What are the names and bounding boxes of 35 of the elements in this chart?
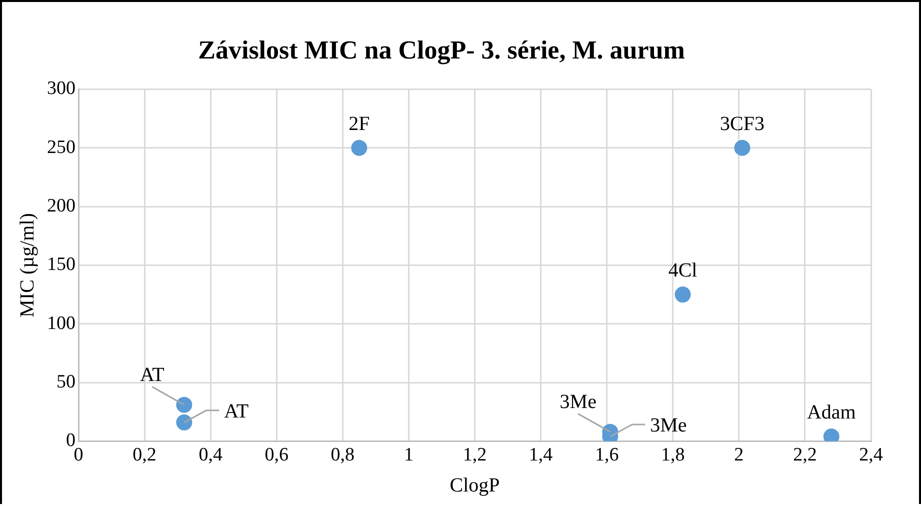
x-tick-label: 0,2	[132, 444, 156, 466]
annotation: AT	[140, 364, 164, 386]
annotation: AT	[224, 400, 249, 422]
chart-title: Závislost MIC na ClogP- 3. série, M. aurum	[198, 35, 686, 64]
x-tick-label: 2,4	[859, 444, 884, 466]
annotation: 4Cl	[668, 260, 698, 282]
y-tick-label: 200	[47, 196, 76, 217]
point	[674, 286, 691, 303]
x-tick-label: 1,4	[528, 444, 554, 466]
annotation: 3CF3	[720, 112, 764, 135]
y-tick-label: 150	[47, 254, 76, 276]
y-tick-label: 50	[56, 372, 76, 393]
x-tick-label: 1,8	[661, 444, 685, 466]
x-tick-label: 1	[404, 444, 414, 466]
point	[176, 396, 192, 413]
y-axis-title: MIC (µg/ml)	[16, 213, 38, 318]
annotation: 3Me	[560, 390, 597, 413]
point	[734, 140, 750, 156]
x-tick-label: 0,6	[264, 444, 288, 466]
x-tick-label: 2,2	[793, 444, 817, 466]
y-tick-label: 0	[66, 430, 76, 452]
x-tick-label: 0,8	[330, 444, 355, 466]
x-tick-label: 2	[734, 444, 744, 466]
y-tick-label: 300	[47, 78, 76, 100]
annotation: 2F	[348, 112, 370, 135]
y-tick-label: 100	[47, 312, 76, 334]
x-tick-label: 1,6	[594, 444, 619, 466]
x-tick-label: 0,4	[198, 444, 223, 466]
annotation: 3Me	[650, 414, 687, 437]
y-tick-label: 250	[47, 136, 76, 158]
x-axis-title: ClogP	[450, 474, 500, 496]
x-tick-label: 1,2	[462, 444, 487, 466]
point	[176, 414, 192, 430]
annotation: Adam	[806, 402, 856, 424]
point	[351, 140, 368, 156]
